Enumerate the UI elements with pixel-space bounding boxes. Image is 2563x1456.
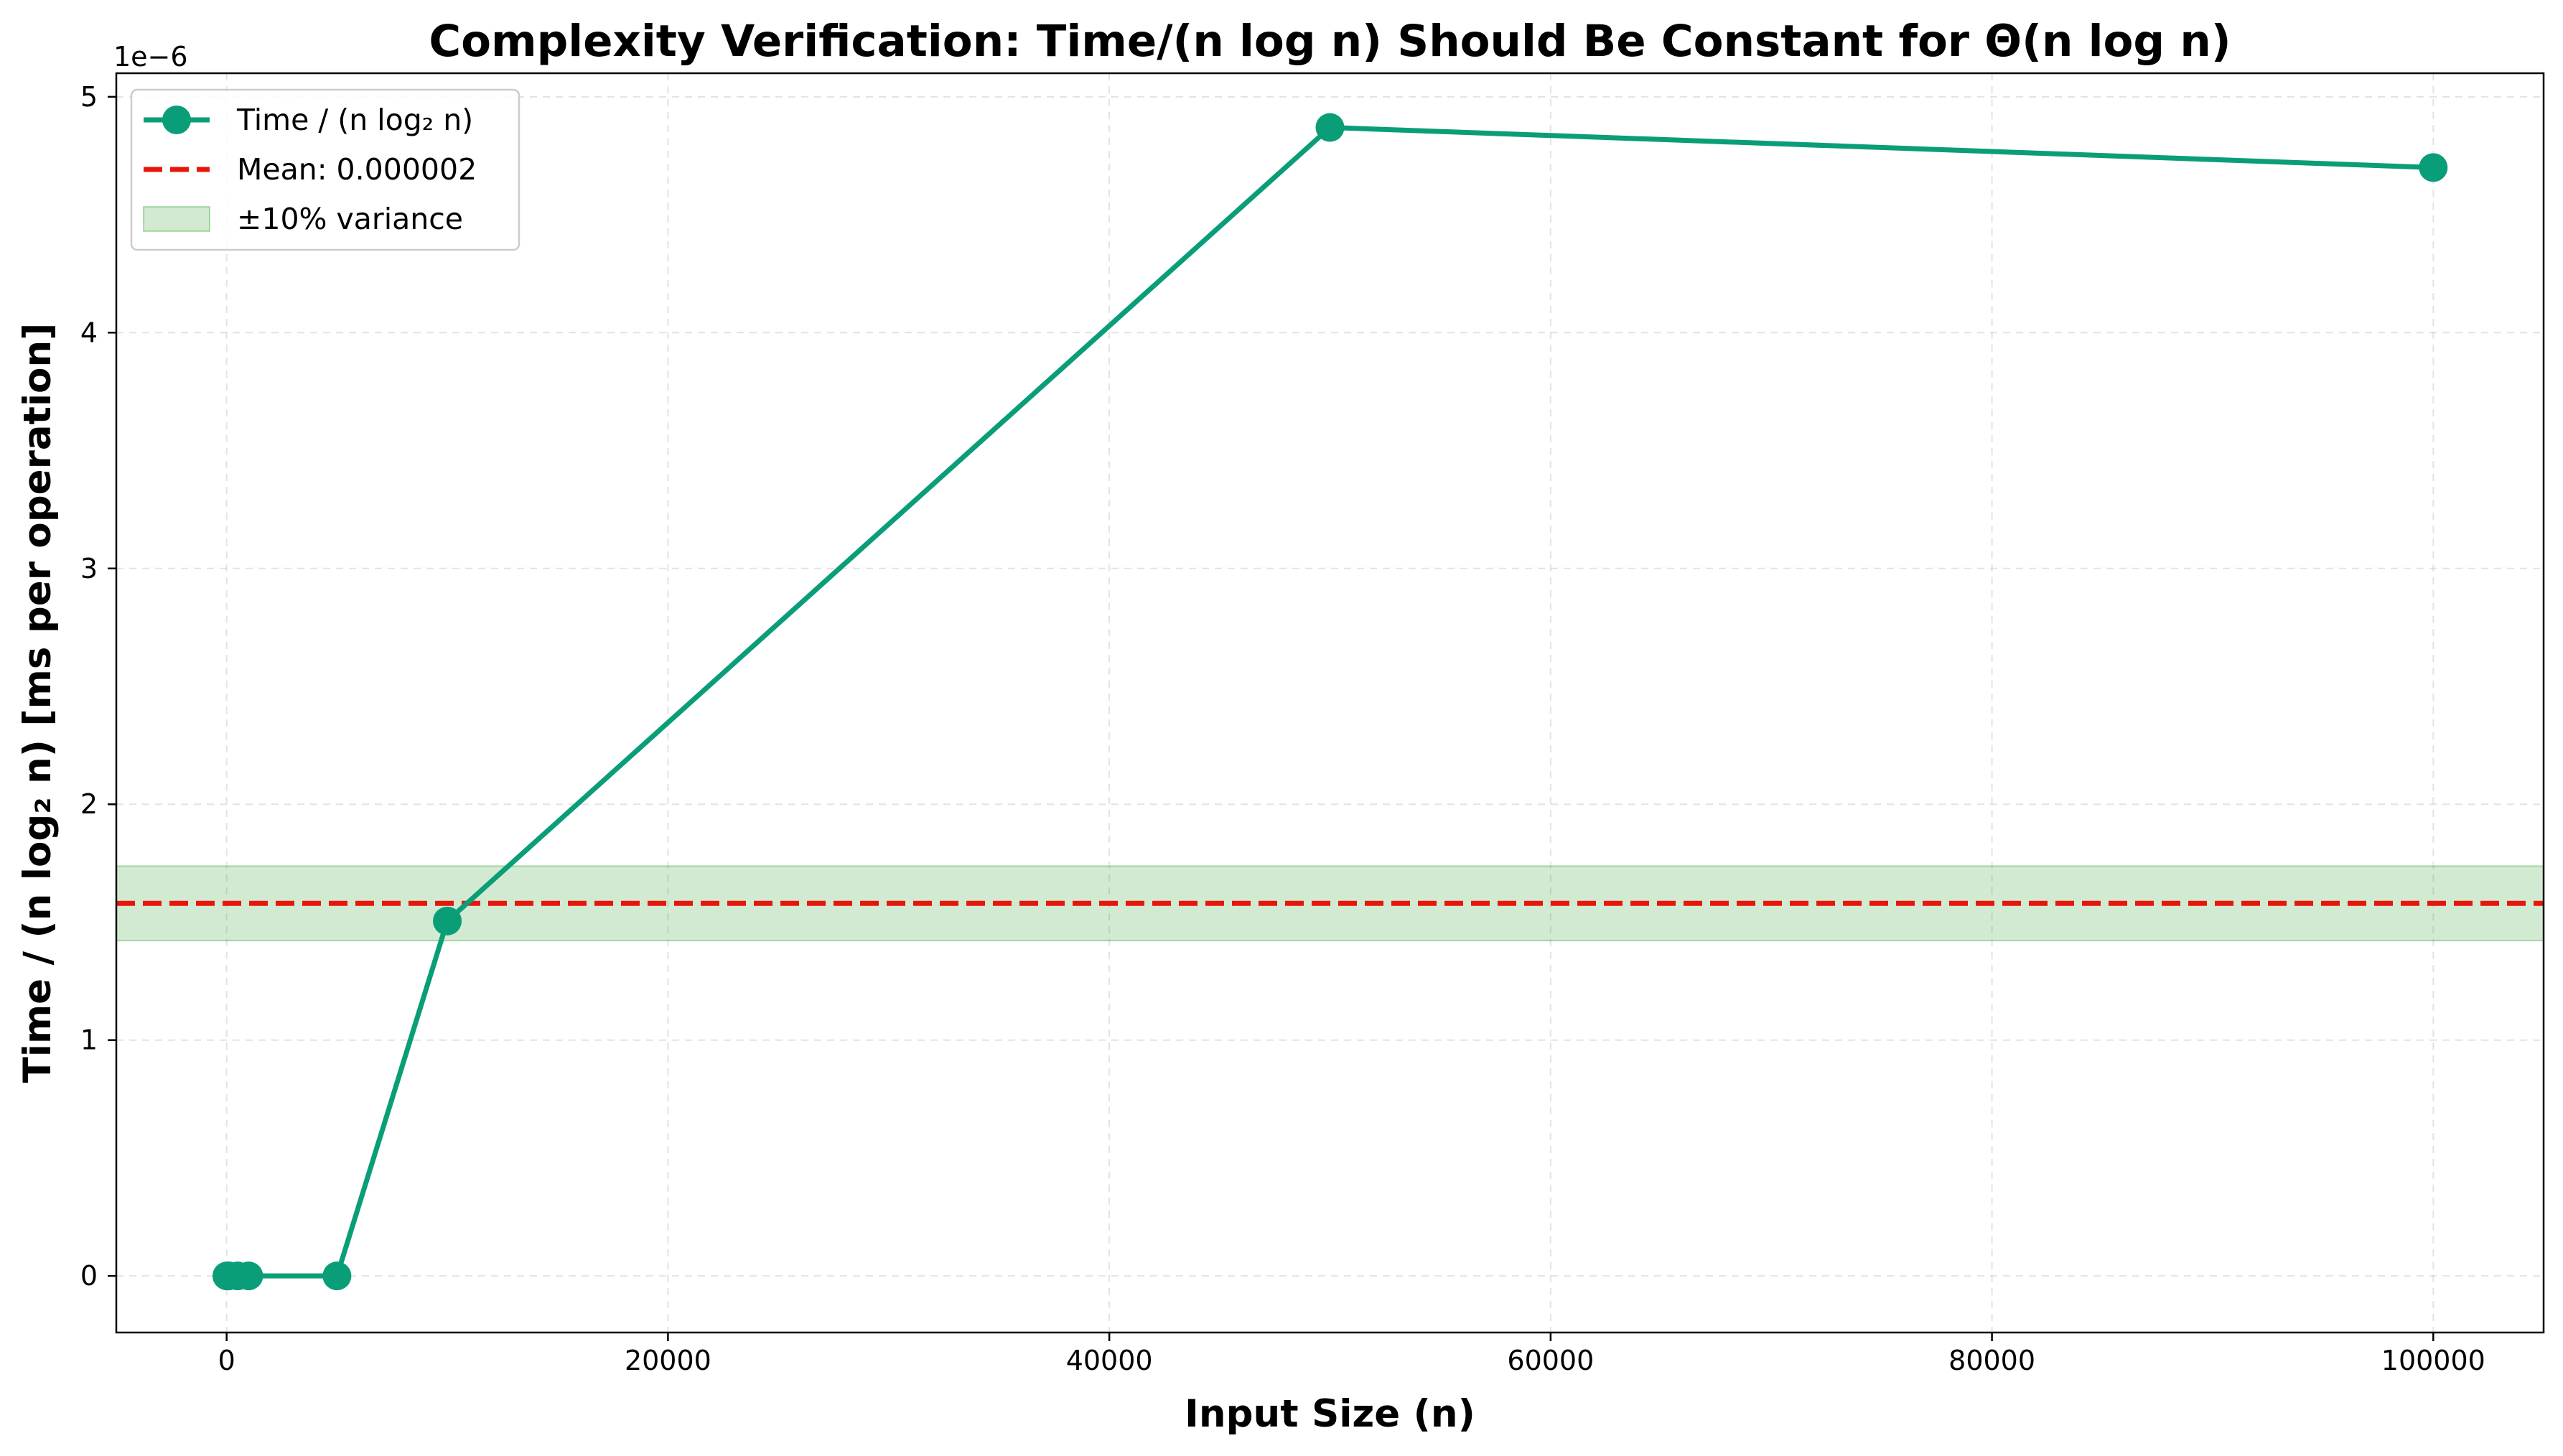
y-tick-label: 2 <box>80 788 98 820</box>
legend: Time / (n log₂ n) Mean: 0.000002 ±10% va… <box>130 88 520 251</box>
data-point <box>1315 113 1345 142</box>
grid <box>116 73 2544 1333</box>
data-point <box>322 1261 352 1291</box>
data-point <box>2419 153 2448 182</box>
y-tick-label: 5 <box>80 81 98 113</box>
series-line <box>226 125 2434 1279</box>
x-tick-label: 0 <box>218 1345 235 1376</box>
x-tick-label: 100000 <box>2381 1345 2485 1376</box>
x-tick-label: 60000 <box>1507 1345 1594 1376</box>
series-layer <box>212 113 2448 1291</box>
ticks-layer: 0 20000 40000 60000 80000 100000 0 1 2 3 4 5 <box>80 81 2485 1376</box>
y-tick-label: 1 <box>80 1025 98 1056</box>
chart-title: Complexity Verification: Time/(n log n) … <box>429 16 2231 67</box>
plot-frame <box>115 72 2545 1334</box>
legend-series-marker <box>162 106 191 134</box>
legend-mean-label: Mean: 0.000002 <box>237 152 477 187</box>
y-axis-offset-label: 1e−6 <box>113 41 188 73</box>
x-tick-label: 80000 <box>1948 1345 2035 1376</box>
legend-box <box>130 88 520 251</box>
legend-series-label: Time / (n log₂ n) <box>236 103 473 137</box>
x-axis-label: Input Size (n) <box>1185 1392 1475 1436</box>
x-tick-label: 40000 <box>1066 1345 1153 1376</box>
y-tick-label: 0 <box>80 1260 98 1292</box>
legend-variance-label: ±10% variance <box>237 202 463 236</box>
data-point <box>234 1261 263 1291</box>
legend-variance-swatch <box>143 206 210 232</box>
y-tick-label: 3 <box>80 553 98 584</box>
y-tick-label: 4 <box>80 317 98 348</box>
data-point <box>433 906 462 935</box>
x-tick-label: 20000 <box>625 1345 711 1376</box>
y-axis-label: Time / (n log₂ n) [ms per operation] <box>16 323 60 1083</box>
